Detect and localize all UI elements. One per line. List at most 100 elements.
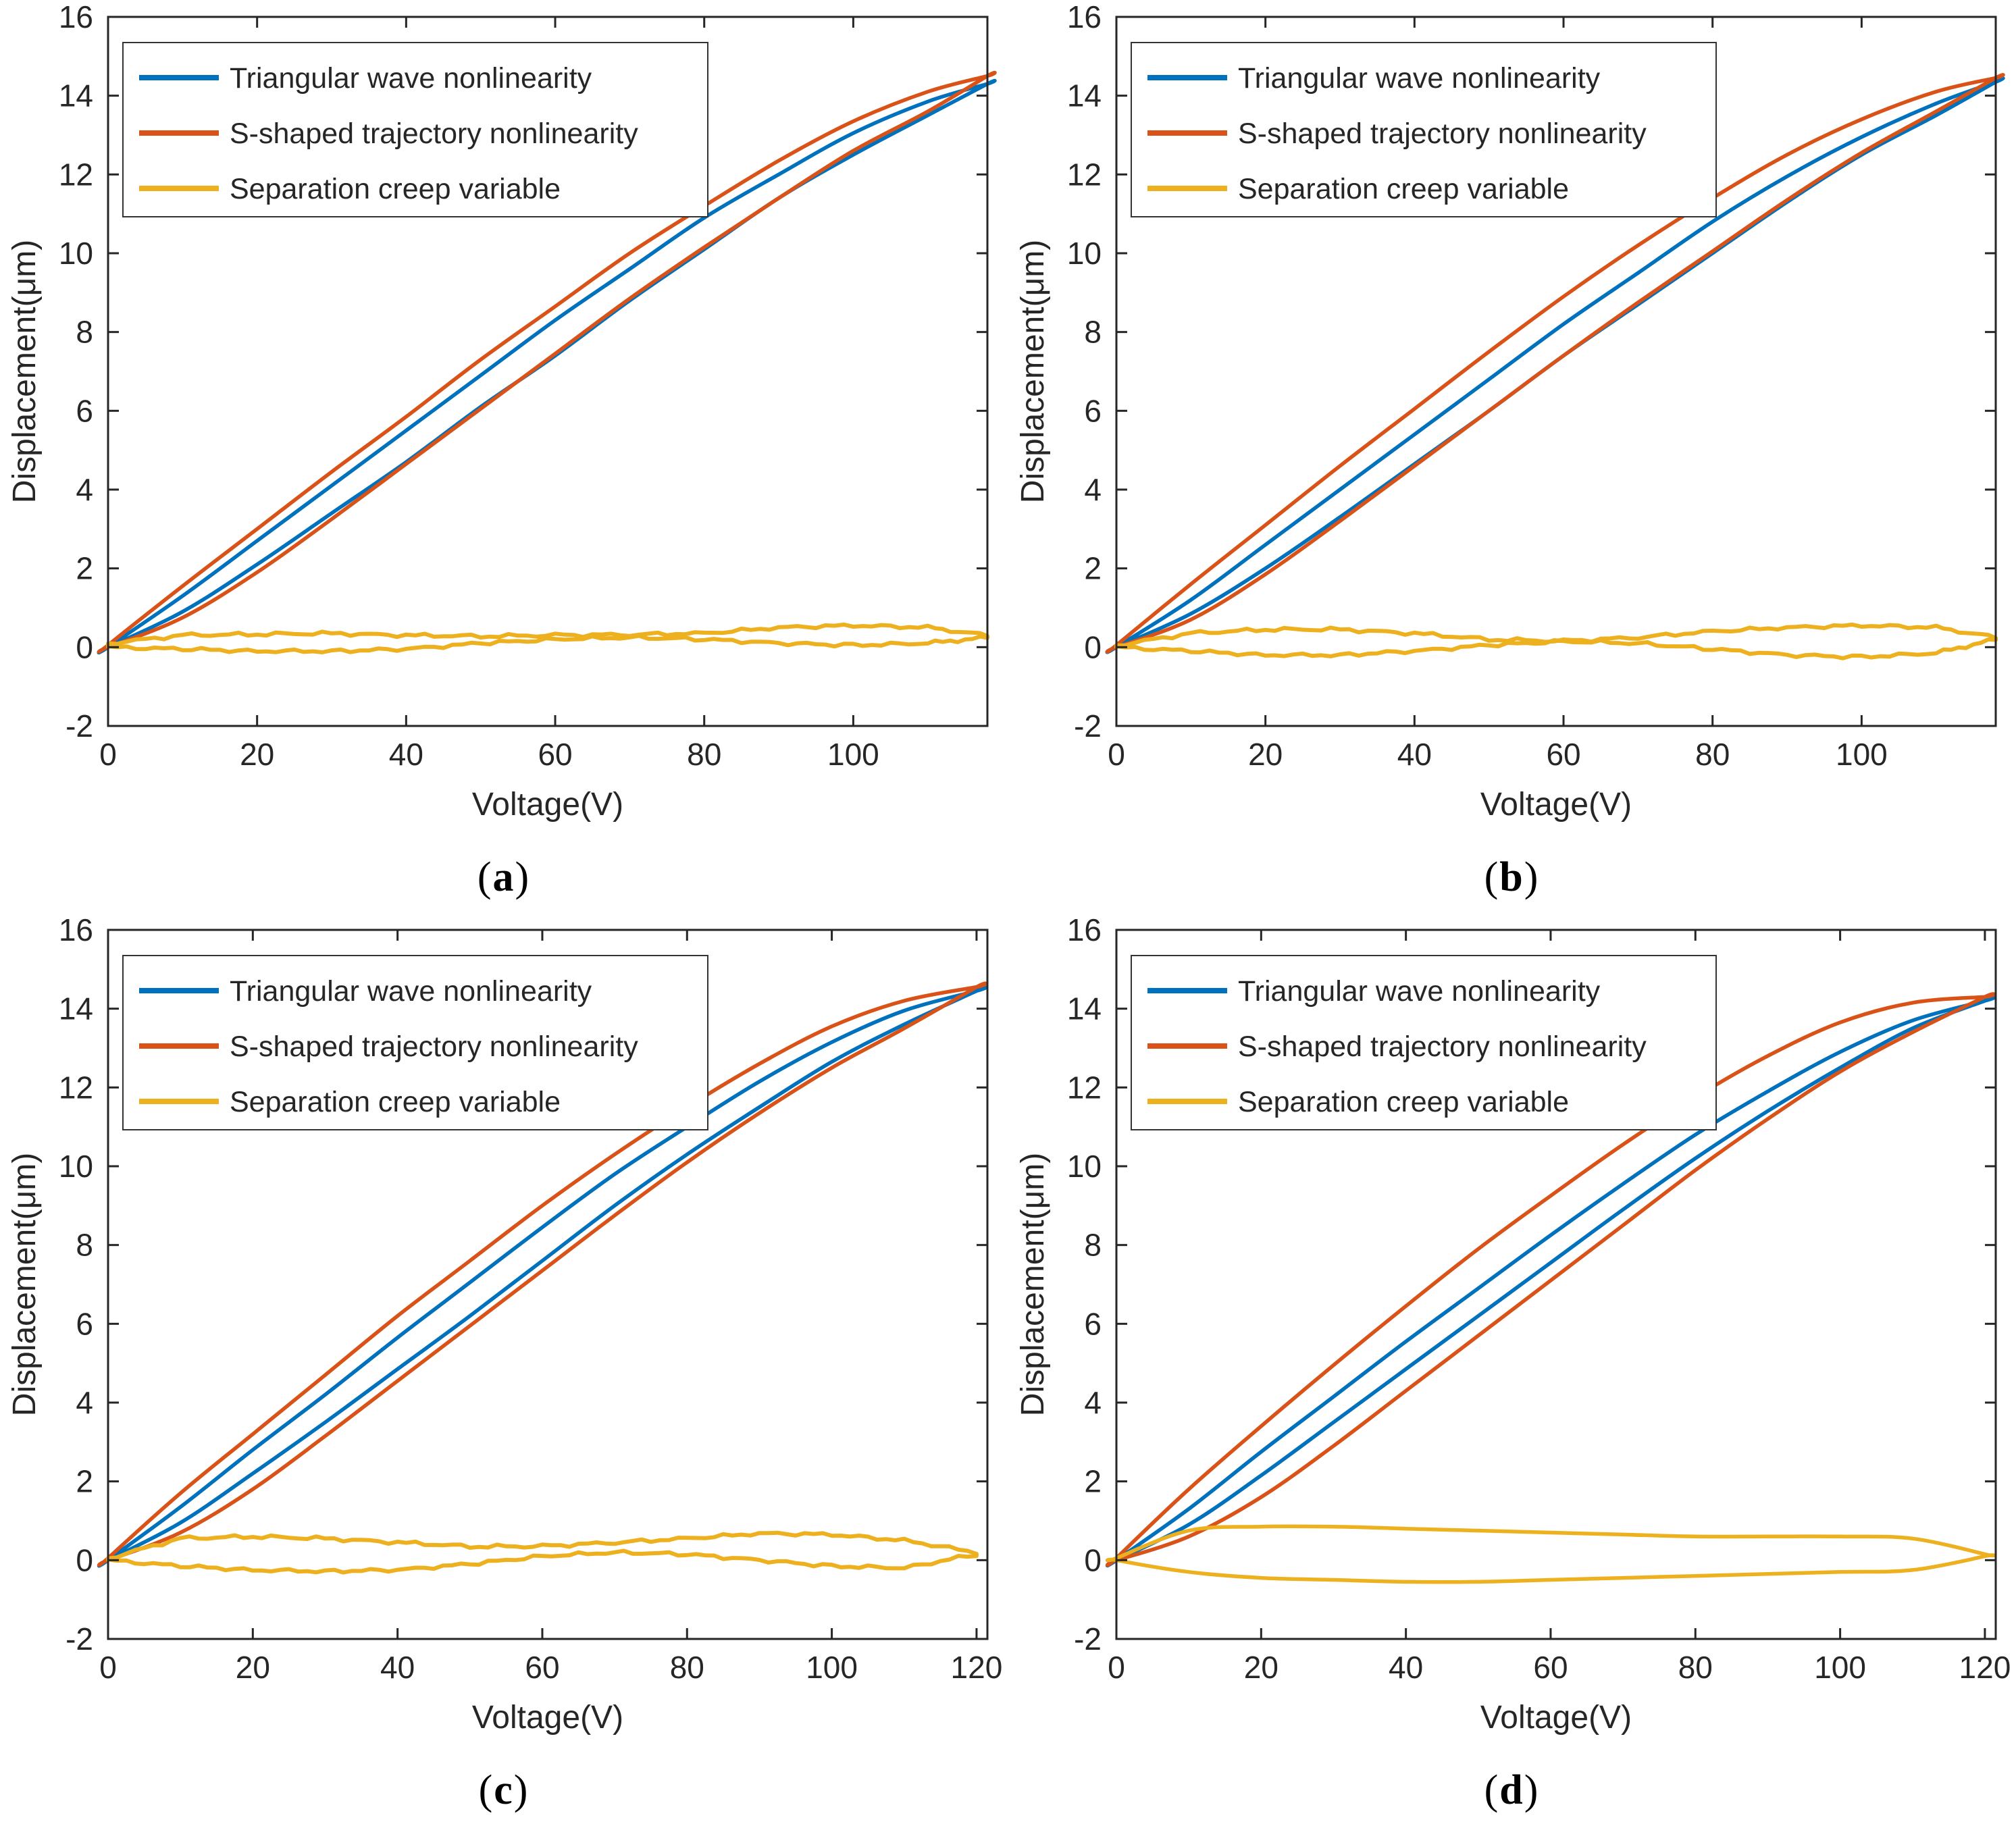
x-tick-label: 100 — [1814, 1650, 1866, 1685]
y-tick-label: 16 — [59, 0, 93, 34]
x-tick-label: 80 — [687, 737, 721, 772]
x-tick-label: 0 — [99, 737, 117, 772]
y-tick-label: 14 — [59, 78, 93, 113]
legend-label-2: Separation creep variable — [230, 173, 561, 205]
series-loop-1 — [1105, 992, 1996, 1567]
panel-d: 0 20 40 60 80 100 120 -2 0 2 4 6 8 10 12 14 16 Voltage(V)… — [1008, 913, 2016, 1826]
subplot-label-c: (c) — [479, 1767, 529, 1815]
y-tick-label: 10 — [1066, 1149, 1101, 1184]
y-tick-label: 14 — [1066, 78, 1101, 113]
y-tick-label: 16 — [1066, 913, 1101, 947]
subplot-label-d-close: ) — [1524, 1767, 1540, 1813]
x-tick-label: 0 — [99, 1650, 117, 1685]
x-tick-label: 60 — [1533, 1650, 1568, 1685]
y-tick-label: 0 — [1084, 629, 1102, 664]
legend-box — [1130, 955, 1717, 1130]
subplot-label-a-letter: a — [492, 854, 515, 900]
subplot-label-b-letter: b — [1499, 854, 1524, 900]
subplot-label-a: (a) — [477, 854, 530, 902]
series-loop-1 — [97, 981, 988, 1567]
y-axis-label: Displacement(μm) — [1015, 1153, 1051, 1416]
legend-label-1: S-shaped trajectory nonlinearity — [1238, 118, 1647, 150]
x-tick-label: 40 — [1397, 737, 1431, 772]
series-loop-2 — [1105, 1524, 1996, 1584]
legend-label-0: Triangular wave nonlinearity — [1238, 975, 1601, 1008]
y-axis-label: Displacement(μm) — [7, 240, 43, 503]
legend-label-1: S-shaped trajectory nonlinearity — [1238, 1031, 1647, 1063]
legend-label-2: Separation creep variable — [1238, 1086, 1569, 1118]
x-tick-label: 100 — [806, 1650, 858, 1685]
x-tick-label: 40 — [1389, 1650, 1423, 1685]
y-tick-label: 10 — [59, 1149, 93, 1184]
plot-frame — [1115, 16, 1996, 727]
legend-box — [1130, 42, 1717, 217]
x-tick-label: 120 — [1959, 1650, 2011, 1685]
y-tick-label: 8 — [76, 1228, 93, 1263]
y-axis-label: Displacement(μm) — [1015, 240, 1051, 503]
x-tick-label: 40 — [389, 737, 423, 772]
y-tick-label: 14 — [59, 991, 93, 1026]
y-tick-label: 2 — [1084, 551, 1102, 586]
y-tick-label: 12 — [59, 157, 93, 192]
y-tick-label: 8 — [1084, 315, 1102, 350]
x-tick-label: 60 — [1546, 737, 1580, 772]
y-tick-label: 16 — [1066, 0, 1101, 34]
legend-label-0: Triangular wave nonlinearity — [1238, 62, 1601, 95]
y-tick-label: 6 — [76, 1306, 93, 1341]
series-loop-2 — [106, 622, 989, 654]
plot-frame — [1115, 929, 1996, 1640]
y-tick-label: 12 — [59, 1070, 93, 1105]
subplot-label-d-open: ( — [1484, 1767, 1500, 1813]
y-tick-label: 12 — [1066, 157, 1101, 192]
plot-frame — [107, 16, 989, 727]
x-tick-label: 20 — [240, 737, 274, 772]
chart-canvas-d: 0 20 40 60 80 100 120-20246810121416Voltage(V)… — [1015, 913, 2011, 1736]
subplot-label-d: (d) — [1484, 1767, 1540, 1815]
legend-box — [122, 42, 708, 217]
legend-label-0: Triangular wave nonlinearity — [230, 62, 592, 95]
y-tick-label: 10 — [1066, 236, 1101, 271]
subplot-label-d-letter: d — [1499, 1767, 1524, 1813]
subplot-label-c-letter: c — [494, 1767, 514, 1813]
legend-label-0: Triangular wave nonlinearity — [230, 975, 592, 1008]
legend-label-2: Separation creep variable — [1238, 173, 1569, 205]
legend-box — [122, 955, 708, 1130]
y-tick-label: 0 — [1084, 1542, 1102, 1577]
y-tick-label: 2 — [76, 551, 93, 586]
y-tick-label: -2 — [66, 1621, 93, 1657]
y-tick-label: 4 — [76, 1385, 93, 1420]
x-tick-label: 80 — [670, 1650, 704, 1685]
y-tick-label: 2 — [1084, 1464, 1102, 1499]
y-tick-label: 4 — [76, 472, 93, 507]
series-loop-2 — [106, 1530, 979, 1575]
y-tick-label: 12 — [1066, 1070, 1101, 1105]
x-tick-label: 40 — [380, 1650, 415, 1685]
series-loop-2 — [1114, 622, 1998, 660]
x-tick-label: 20 — [236, 1650, 270, 1685]
x-tick-label: 80 — [1695, 737, 1730, 772]
subplot-label-b-close: ) — [1524, 854, 1540, 900]
legend-label-1: S-shaped trajectory nonlinearity — [230, 118, 638, 150]
y-tick-label: 4 — [1084, 1385, 1102, 1420]
x-tick-label: 120 — [951, 1650, 1003, 1685]
x-tick-label: 60 — [538, 737, 572, 772]
y-tick-label: 16 — [59, 913, 93, 947]
x-tick-label: 80 — [1678, 1650, 1712, 1685]
y-tick-label: 8 — [76, 315, 93, 350]
panel-b: 0 20 40 60 80 100 -2 0 2 4 6 8 10 12 14 16 Voltage(V) Dis… — [1008, 0, 2016, 913]
panel-a: 0 20 40 60 80 100 -2 0 2 4 6 8 10 12 14 16 Voltage(V) Dis… — [0, 0, 1008, 913]
panel-c: 0 20 40 60 80 100 120 -2 0 2 4 6 8 10 12 14 16 Voltage(V)… — [0, 913, 1008, 1826]
y-axis-label: Displacement(μm) — [7, 1153, 43, 1416]
x-axis-label: Voltage(V) — [472, 1700, 623, 1736]
y-tick-label: -2 — [1074, 708, 1102, 744]
x-tick-label: 0 — [1108, 1650, 1125, 1685]
subplot-label-c-open: ( — [478, 1767, 494, 1813]
subplot-label-b-open: ( — [1484, 854, 1500, 900]
y-tick-label: 10 — [59, 236, 93, 271]
y-tick-label: 6 — [76, 393, 93, 428]
y-tick-label: 8 — [1084, 1228, 1102, 1263]
y-tick-label: -2 — [1074, 1621, 1102, 1657]
y-tick-label: -2 — [66, 708, 93, 744]
x-tick-label: 100 — [827, 737, 879, 772]
